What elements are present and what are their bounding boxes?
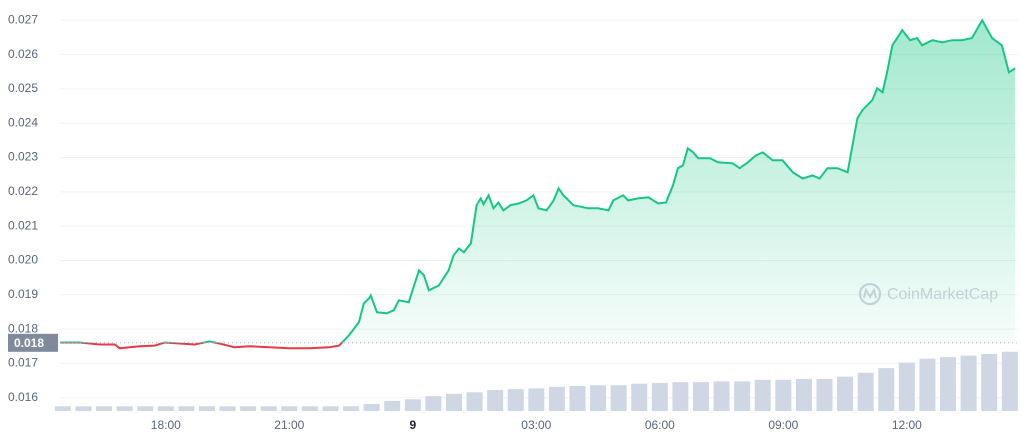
volume-bar (260, 406, 277, 411)
price-line-up (60, 18, 1016, 343)
volume-bar (445, 393, 462, 411)
watermark-logo-mark (863, 287, 877, 300)
y-tick-label: 0.016 (8, 390, 38, 404)
volume-bar (363, 403, 380, 411)
price-line-down (60, 342, 344, 350)
volume-bar (734, 381, 751, 411)
volume-bar (775, 379, 792, 411)
x-tick-label: 09:00 (768, 418, 798, 432)
volume-bar (75, 406, 92, 411)
volume-bar (960, 355, 977, 411)
volume-bar (96, 406, 113, 411)
price-area (60, 20, 1016, 343)
y-tick-label: 0.027 (8, 12, 38, 26)
volume-bar (281, 406, 298, 411)
y-tick-label: 0.020 (8, 253, 38, 267)
volume-bar (940, 357, 957, 411)
volume-bar (466, 392, 483, 411)
volume-bar (301, 406, 318, 411)
volume-bar (322, 406, 339, 411)
volume-bar (878, 368, 895, 411)
watermark-logo (858, 282, 882, 306)
volume-bar (157, 406, 174, 411)
volume-bar (672, 382, 689, 411)
volume-bar (692, 382, 709, 411)
reference-label: 0.018 (14, 336, 44, 350)
volume-bar (425, 396, 442, 411)
volume-bar (713, 381, 730, 411)
volume-bar (610, 385, 627, 411)
volume-bar (384, 400, 401, 411)
volume-bar (116, 406, 133, 411)
volume-bar (795, 379, 812, 411)
x-tick-label: 12:00 (892, 418, 922, 432)
volume-bar (137, 406, 154, 411)
volume-bar (1001, 351, 1018, 411)
x-tick-label: 9 (409, 418, 416, 432)
watermark: CoinMarketCap (858, 282, 998, 306)
volume-bar (548, 386, 565, 411)
x-tick-label: 18:00 (151, 418, 181, 432)
y-tick-label: 0.023 (8, 150, 38, 164)
volume-bar (754, 379, 771, 411)
volume-bar (219, 406, 236, 411)
volume-bar (898, 362, 915, 411)
y-tick-label: 0.021 (8, 218, 38, 232)
volume-bar (528, 388, 545, 411)
volume-bar (919, 358, 936, 411)
volume-bar (240, 406, 257, 411)
y-tick-label: 0.019 (8, 287, 38, 301)
y-tick-label: 0.026 (8, 47, 38, 61)
volume-bar (857, 372, 874, 411)
volume-bar (198, 406, 215, 411)
volume-bar (651, 382, 668, 411)
volume-bar (404, 399, 421, 411)
reference-label-box (8, 333, 58, 352)
volume-bar (631, 383, 648, 411)
volume-bar (837, 376, 854, 411)
y-tick-label: 0.022 (8, 184, 38, 198)
volume-bar (816, 379, 833, 411)
volume-bar (343, 406, 360, 411)
volume-bar (590, 385, 607, 411)
x-tick-label: 03:00 (521, 418, 551, 432)
volume-bar (981, 354, 998, 411)
y-tick-label: 0.025 (8, 81, 38, 95)
x-tick-label: 06:00 (645, 418, 675, 432)
y-tick-label: 0.018 (8, 321, 38, 335)
volume-bar (54, 406, 71, 411)
x-tick-label: 21:00 (274, 418, 304, 432)
volume-bar (569, 386, 586, 411)
volume-bar (178, 406, 195, 411)
y-tick-label: 0.017 (8, 356, 38, 370)
watermark-text: CoinMarketCap (887, 286, 998, 303)
volume-bar (507, 389, 524, 411)
volume-bar (487, 389, 504, 411)
y-tick-label: 0.024 (8, 115, 38, 129)
